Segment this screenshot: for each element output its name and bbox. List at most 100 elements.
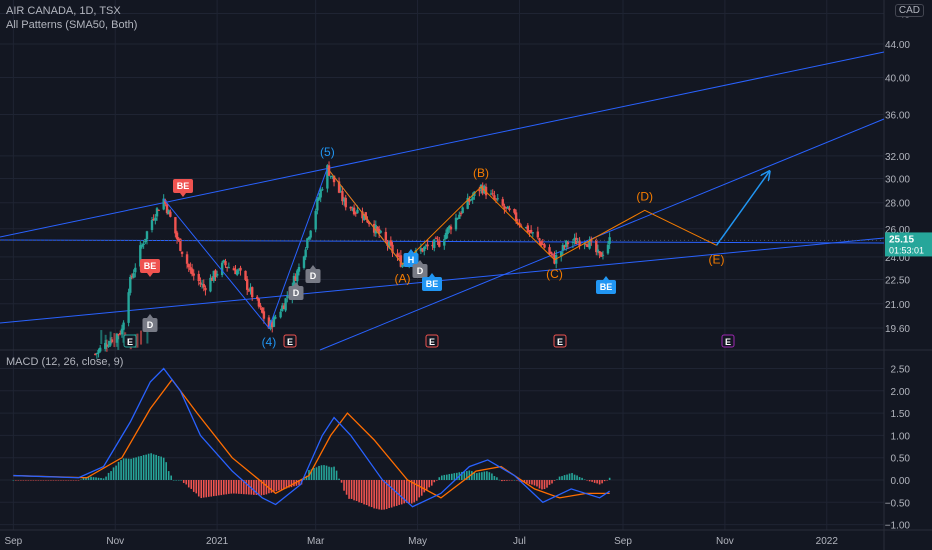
wave-label: (D) <box>636 189 653 203</box>
histogram-bar <box>225 480 228 495</box>
candle-body <box>401 264 404 268</box>
candle-body <box>399 255 403 267</box>
histogram-bar <box>578 477 581 480</box>
candle-body <box>247 290 251 292</box>
time-axis-label: May <box>408 536 427 547</box>
price-axis-label: 24.00 <box>885 253 910 264</box>
histogram-bar <box>55 480 57 481</box>
histogram-bar <box>258 480 260 496</box>
macd-axis-label: 2.50 <box>891 365 911 376</box>
histogram-bar <box>313 467 315 480</box>
candle-body <box>164 200 167 204</box>
candle-body <box>227 267 231 269</box>
histogram-bar <box>40 480 42 481</box>
histogram-bar <box>42 480 45 481</box>
pattern-marker-d[interactable]: D <box>288 282 304 300</box>
candle-body <box>426 244 429 247</box>
candle-body <box>508 208 511 210</box>
earnings-marker[interactable]: E <box>553 334 567 348</box>
pattern-marker-be[interactable]: BE <box>422 273 442 291</box>
candle-body <box>107 345 110 347</box>
candle-body <box>598 251 601 254</box>
candle-body <box>528 231 531 233</box>
earnings-label: E <box>725 337 731 347</box>
candle-body <box>192 273 195 276</box>
histogram-bar <box>445 474 448 480</box>
histogram-bar <box>175 480 178 481</box>
histogram-bar <box>92 477 95 480</box>
candle-body <box>167 210 170 215</box>
earnings-marker[interactable]: E <box>283 334 297 348</box>
candle-body <box>224 261 227 266</box>
histogram-bar <box>185 480 188 485</box>
histogram-bar <box>378 480 380 510</box>
pattern-marker-h[interactable]: H <box>403 249 419 267</box>
histogram-bar <box>385 480 388 510</box>
histogram-bar <box>180 480 183 481</box>
histogram-bar <box>152 454 155 480</box>
candle-body <box>175 232 179 239</box>
candle-body <box>444 232 448 239</box>
currency-badge[interactable]: CAD <box>894 4 924 17</box>
histogram-bar <box>167 471 170 480</box>
candle-body <box>419 248 423 252</box>
histogram-bar <box>448 474 451 480</box>
candle-body <box>588 239 591 249</box>
candle-body <box>307 236 311 240</box>
histogram-bar <box>360 480 363 504</box>
histogram-bar <box>350 480 353 499</box>
histogram-bar <box>533 480 536 486</box>
marker-pointer <box>408 249 414 253</box>
histogram-bar <box>511 480 513 481</box>
histogram-bar <box>551 480 553 484</box>
histogram-bar <box>548 480 551 485</box>
candle-body <box>386 241 389 246</box>
histogram-bar <box>115 465 117 480</box>
earnings-marker[interactable]: E <box>721 334 735 348</box>
volume-bar <box>122 328 125 343</box>
histogram-bar <box>418 480 421 498</box>
candle-body <box>200 283 204 285</box>
earnings-marker[interactable]: E <box>123 334 137 348</box>
candle-body <box>543 244 546 248</box>
candle-body <box>165 204 169 214</box>
histogram-bar <box>17 480 20 481</box>
candle-body <box>575 237 578 245</box>
pattern-marker-be[interactable]: BE <box>140 259 160 277</box>
macd-title[interactable]: MACD (12, 26, close, 9) <box>6 356 124 368</box>
candle-body <box>262 311 266 319</box>
symbol-title[interactable]: AIR CANADA, 1D, TSX <box>6 5 121 17</box>
histogram-bar <box>318 465 320 480</box>
histogram-bar <box>75 480 77 481</box>
candle-body <box>356 209 359 214</box>
pattern-marker-be[interactable]: BE <box>173 179 193 197</box>
candle-body <box>506 206 509 209</box>
pattern-marker-be[interactable]: BE <box>596 276 616 294</box>
candle-body <box>155 208 159 217</box>
histogram-bar <box>285 480 288 489</box>
candle-body <box>132 273 135 278</box>
candle-body <box>578 241 581 247</box>
pattern-marker-d[interactable]: D <box>142 314 158 332</box>
histogram-bar <box>122 458 125 480</box>
candle-body <box>456 218 459 220</box>
pattern-marker-d[interactable]: D <box>305 265 321 283</box>
time-axis-label: Sep <box>614 536 632 547</box>
wave-label: (5) <box>320 145 335 159</box>
candle-body <box>281 305 284 312</box>
histogram-bar <box>503 480 506 481</box>
histogram-bar <box>305 475 308 480</box>
indicator-title[interactable]: All Patterns (SMA50, Both) <box>6 19 138 31</box>
histogram-bar <box>343 480 345 491</box>
marker-pointer <box>147 314 153 318</box>
price-axis-label: 19.60 <box>885 324 910 335</box>
earnings-marker[interactable]: E <box>425 334 439 348</box>
wave-label: (A) <box>395 271 411 285</box>
time-axis-label: Jul <box>513 536 526 547</box>
pattern-marker-d[interactable]: D <box>412 260 428 278</box>
histogram-bar <box>290 480 293 488</box>
histogram-bar <box>335 470 338 480</box>
candle-body <box>202 284 205 288</box>
